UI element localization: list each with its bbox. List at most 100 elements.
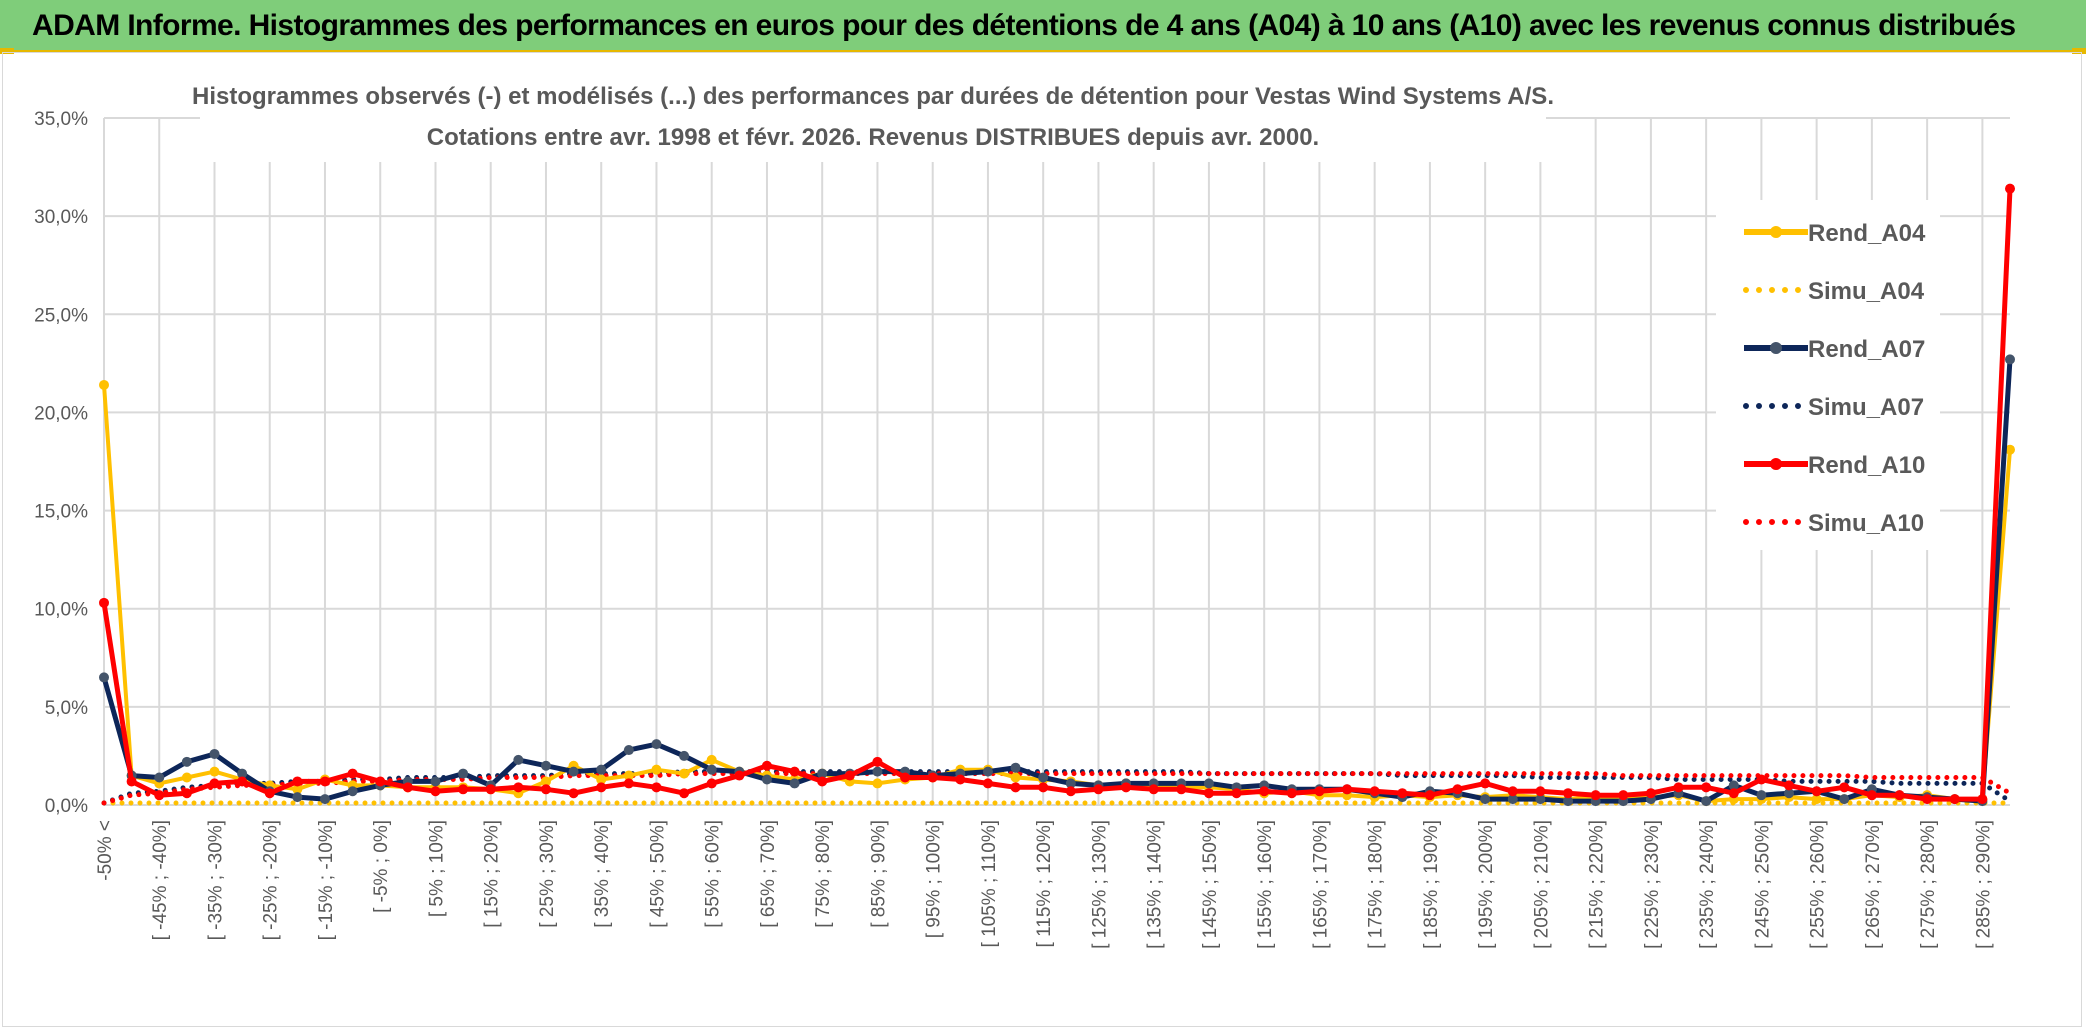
y-tick-label: 25,0% <box>34 305 88 326</box>
x-tick-label: [ 235% ; 240%] <box>1697 820 1718 949</box>
x-tick-label: [ 85% ; 90%] <box>868 820 889 928</box>
data-point-Rend_A10 <box>1839 782 1850 793</box>
x-tick-label: [ 145% ; 150%] <box>1200 820 1221 949</box>
x-axis-ticks: -50% < [ -45% ; -40%] [ -35% ; -30%] [ -25%… <box>95 820 1994 949</box>
x-tick-label: [ 135% ; 140%] <box>1145 820 1166 949</box>
data-point-Rend_A10 <box>568 788 579 799</box>
data-point-Rend_A07 <box>761 774 772 785</box>
legend: Rend_A04 Simu_A04 Rend_A07 Simu_A07 Rend_A10… <box>1716 200 1940 550</box>
chart-title-background <box>200 76 1546 162</box>
legend-label-Simu_A10: Simu_A10 <box>1808 510 1924 537</box>
corner-accent-left <box>0 48 14 54</box>
data-point-Rend_A10 <box>1563 788 1574 799</box>
data-point-Rend_A07 <box>181 756 192 767</box>
data-point-Rend_A07 <box>292 792 303 803</box>
data-point-Rend_A10 <box>237 776 248 787</box>
data-point-Rend_A07 <box>1563 796 1574 807</box>
x-tick-label: [ 25% ; 30%] <box>537 820 558 928</box>
data-point-Rend_A07 <box>706 764 717 775</box>
data-point-Rend_A10 <box>1259 786 1270 797</box>
data-point-Rend_A07 <box>1728 780 1739 791</box>
data-point-Rend_A10 <box>1452 784 1463 795</box>
legend-label-Simu_A04: Simu_A04 <box>1808 278 1925 305</box>
x-tick-label: [ -35% ; -30%] <box>205 820 226 940</box>
legend-label-Rend_A04: Rend_A04 <box>1808 220 1926 247</box>
data-point-Rend_A10 <box>1922 794 1933 805</box>
legend-label-Rend_A10: Rend_A10 <box>1808 452 1925 479</box>
data-point-Rend_A10 <box>1949 794 1960 805</box>
report-title: ADAM Informe. Histogrammes des performan… <box>32 9 2016 42</box>
data-point-Rend_A10 <box>181 788 192 799</box>
x-tick-label: [ 45% ; 50%] <box>647 820 668 928</box>
x-tick-label: [ -25% ; -20%] <box>261 820 282 940</box>
data-point-Rend_A07 <box>347 786 358 797</box>
data-point-Rend_A07 <box>540 760 551 771</box>
y-tick-label: 0,0% <box>45 796 88 817</box>
x-tick-label: [ 105% ; 110%] <box>979 820 1000 947</box>
data-point-Rend_A07 <box>568 766 579 777</box>
chart-title-line1: Histogrammes observés (-) et modélisés (… <box>192 83 1554 110</box>
data-point-Rend_A10 <box>458 784 469 795</box>
data-point-Rend_A10 <box>872 756 883 767</box>
y-tick-label: 10,0% <box>34 600 88 621</box>
legend-marker-Rend_A04 <box>1770 226 1782 238</box>
data-point-Rend_A10 <box>1756 774 1767 785</box>
data-point-Rend_A10 <box>651 782 662 793</box>
data-point-Rend_A10 <box>679 788 690 799</box>
data-point-Rend_A07 <box>789 778 800 789</box>
data-point-Rend_A07 <box>623 745 634 756</box>
series-line-Simu_A10 <box>101 771 2013 806</box>
data-point-Rend_A07 <box>1010 762 1021 773</box>
report-banner: ADAM Informe. Histogrammes des performan… <box>0 0 2086 52</box>
data-point-Rend_A07 <box>513 754 524 765</box>
x-tick-label: [ 275% ; 280%] <box>1918 820 1939 949</box>
x-tick-label: [ 175% ; 180%] <box>1366 820 1387 949</box>
data-point-Rend_A04 <box>872 778 883 789</box>
x-tick-label: [ 65% ; 70%] <box>758 820 779 928</box>
data-point-Rend_A04 <box>1811 794 1822 805</box>
y-tick-label: 35,0% <box>34 109 88 130</box>
data-point-Rend_A04 <box>1010 772 1021 783</box>
x-tick-label: [ 285% ; 290%] <box>1973 820 1994 949</box>
data-point-Rend_A10 <box>1673 782 1684 793</box>
data-point-Rend_A10 <box>540 784 551 795</box>
data-point-Rend_A10 <box>1369 786 1380 797</box>
data-point-Rend_A07 <box>651 739 662 750</box>
y-axis-ticks: 0,0% 5,0% 10,0% 15,0% 20,0% 25,0% 30,0% 35,0% <box>34 109 88 817</box>
data-point-Rend_A10 <box>347 768 358 779</box>
x-tick-label: [ 75% ; 80%] <box>813 820 834 928</box>
data-point-Rend_A04 <box>596 774 607 785</box>
data-point-Rend_A10 <box>1811 786 1822 797</box>
legend-label-Rend_A07: Rend_A07 <box>1808 336 1925 363</box>
x-tick-label: [ 35% ; 40%] <box>592 820 613 928</box>
data-point-Rend_A10 <box>319 776 330 787</box>
data-point-Rend_A10 <box>1535 786 1546 797</box>
data-point-Rend_A10 <box>1231 788 1242 799</box>
data-point-Rend_A07 <box>2005 354 2015 365</box>
series-line-Rend_A10 <box>101 188 2013 802</box>
x-tick-label: [ 5% ; 10%] <box>426 820 447 917</box>
x-tick-label: [ 195% ; 200%] <box>1476 820 1497 949</box>
x-tick-label: [ 115% ; 120%] <box>1034 820 1055 947</box>
data-point-Rend_A10 <box>1645 788 1656 799</box>
x-tick-label: [ 185% ; 190%] <box>1421 820 1442 949</box>
x-tick-label: [ 165% ; 170%] <box>1310 820 1331 949</box>
data-point-Rend_A04 <box>623 770 634 781</box>
y-tick-label: 15,0% <box>34 502 88 523</box>
data-point-Rend_A10 <box>900 772 911 783</box>
data-point-Rend_A10 <box>1894 790 1905 801</box>
corner-accent-right <box>2072 48 2086 54</box>
data-point-Rend_A04 <box>209 766 220 777</box>
data-point-Rend_A07 <box>1701 796 1712 807</box>
data-point-Rend_A10 <box>430 786 441 797</box>
data-point-Rend_A10 <box>402 782 413 793</box>
data-point-Rend_A10 <box>2005 183 2015 194</box>
data-point-Rend_A07 <box>1784 788 1795 799</box>
data-point-Rend_A07 <box>237 768 248 779</box>
data-point-Rend_A10 <box>623 778 634 789</box>
data-point-Rend_A10 <box>1148 784 1159 795</box>
data-point-Rend_A10 <box>817 776 828 787</box>
data-point-Rend_A07 <box>1507 794 1518 805</box>
x-tick-label: -50% < <box>95 820 116 881</box>
data-point-Rend_A07 <box>430 776 441 787</box>
